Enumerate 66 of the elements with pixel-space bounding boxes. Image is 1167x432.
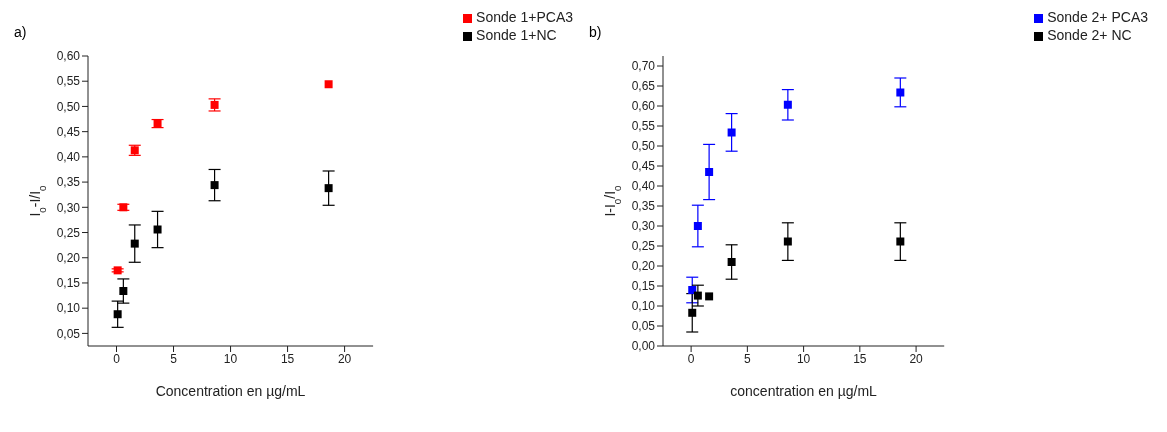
- x-tick-label: 20: [909, 351, 924, 366]
- x-tick-label: 5: [170, 351, 178, 366]
- y-tick-label: 0,30: [56, 200, 81, 215]
- y-tick-label: 0,50: [631, 139, 656, 154]
- y-tick-label: 0,25: [631, 239, 656, 254]
- point: [130, 239, 139, 248]
- point: [896, 237, 905, 246]
- point: [113, 266, 122, 275]
- x-tick-label: 10: [223, 351, 238, 366]
- point: [727, 258, 736, 266]
- point: [783, 237, 792, 246]
- point: [727, 128, 736, 137]
- point: [783, 100, 792, 109]
- point: [153, 225, 162, 234]
- y-tick-label: 0,00: [631, 339, 656, 354]
- x-tick-label: 20: [337, 351, 352, 366]
- point: [688, 308, 697, 317]
- point: [705, 168, 714, 176]
- legend-label: Sonde 2+ NC: [1047, 27, 1132, 43]
- point: [113, 310, 122, 319]
- y-tick-label: 0,40: [631, 179, 656, 194]
- point: [693, 222, 702, 230]
- y-tick-label: 0,45: [631, 159, 656, 174]
- y-tick-label: 0,20: [631, 259, 656, 274]
- point: [896, 88, 905, 97]
- point: [688, 286, 697, 294]
- x-tick-label: 0: [113, 351, 121, 366]
- legend-label: Sonde 1+NC: [476, 27, 557, 43]
- y-tick-label: 0,35: [631, 199, 656, 214]
- y-tick-label: 0,25: [56, 225, 81, 240]
- y-tick-label: 0,15: [631, 279, 656, 294]
- y-tick-label: 0,10: [631, 299, 656, 314]
- y-tick-label: 0,15: [56, 276, 81, 291]
- y-tick-label: 0,20: [56, 251, 81, 265]
- y-tick-label: 0,70: [631, 59, 656, 74]
- x-tick-label: 15: [853, 351, 867, 366]
- point: [693, 291, 702, 300]
- point: [210, 181, 219, 190]
- legend-label: Sonde 1+PCA3: [476, 9, 573, 25]
- x-tick-label: 10: [796, 351, 811, 366]
- y-tick-label: 0,40: [56, 150, 81, 165]
- point: [324, 80, 333, 89]
- x-tick-label: 0: [687, 351, 695, 366]
- y-tick-label: 0,50: [56, 99, 81, 114]
- point: [324, 184, 333, 193]
- x-axis-title: Concentration en µg/mL: [155, 383, 306, 399]
- y-tick-label: 0,65: [631, 79, 656, 94]
- point: [119, 287, 128, 296]
- x-axis-title: concentration en µg/mL: [730, 383, 878, 399]
- x-tick-label: 5: [744, 351, 752, 366]
- y-tick-label: 0,60: [631, 99, 656, 114]
- chart-title: b): [589, 24, 602, 40]
- chart-title: a): [14, 24, 27, 40]
- y-tick-label: 0,60: [56, 49, 81, 64]
- x-tick-label: 15: [280, 351, 295, 366]
- point: [119, 203, 128, 212]
- y-tick-label: 0,10: [56, 301, 81, 316]
- y-tick-label: 0,30: [631, 219, 656, 234]
- y-tick-label: 0,05: [56, 326, 81, 341]
- y-tick-label: 0,55: [631, 119, 656, 134]
- y-tick-label: 0,05: [631, 319, 656, 334]
- y-tick-label: 0,45: [56, 124, 81, 139]
- y-tick-label: 0,55: [56, 74, 81, 89]
- y-tick-label: 0,35: [56, 175, 81, 190]
- point: [705, 292, 714, 301]
- legend-label: Sonde 2+ PCA3: [1047, 9, 1148, 25]
